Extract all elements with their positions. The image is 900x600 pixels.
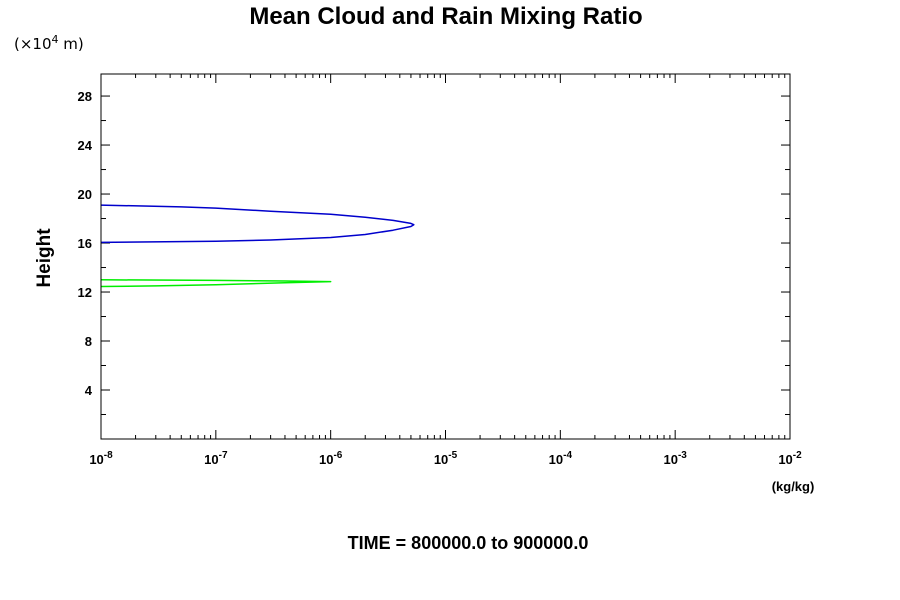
y-tick-label: 28 — [78, 89, 92, 104]
plot-frame — [100, 73, 791, 440]
x-tick-label: 10-4 — [549, 450, 573, 467]
y-tick-label: 24 — [78, 138, 93, 153]
x-tick-label: 10-7 — [204, 450, 228, 467]
x-ticks: 10-8 10-7 10-6 10-5 10-4 10-3 10-2 — [89, 74, 802, 467]
y-tick-label: 16 — [78, 236, 92, 251]
x-axis-unit-label: (kg/kg) — [772, 479, 815, 494]
y-scale-note: (×104 m) — [14, 33, 84, 53]
x-tick-label: 10-3 — [663, 450, 687, 467]
series-line-1 — [100, 204, 415, 244]
minor-ticks — [101, 74, 790, 439]
x-tick-label: 10-5 — [434, 450, 458, 467]
x-tick-label: 10-2 — [778, 450, 802, 467]
y-tick-label: 20 — [78, 187, 92, 202]
y-tick-label: 4 — [85, 383, 93, 398]
series-line-2 — [100, 279, 332, 288]
x-tick-label: 10-8 — [89, 450, 113, 467]
y-tick-label: 8 — [85, 334, 92, 349]
chart-title: Mean Cloud and Rain Mixing Ratio — [249, 3, 642, 30]
y-tick-label: 12 — [78, 285, 92, 300]
x-tick-label: 10-6 — [319, 450, 343, 467]
time-caption: TIME = 800000.0 to 900000.0 — [348, 533, 589, 553]
series-layer — [100, 204, 415, 288]
y-axis-label: Height — [34, 228, 55, 288]
y-ticks: 4 8 12 16 20 24 28 — [78, 89, 790, 398]
